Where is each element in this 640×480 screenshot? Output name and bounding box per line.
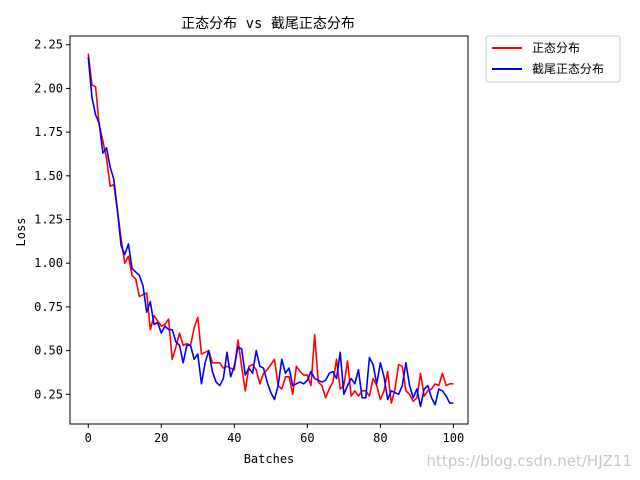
- watermark-text: https://blog.csdn.net/HJZ11: [426, 452, 632, 470]
- y-tick-label: 2.25: [34, 38, 63, 52]
- x-tick-label: 60: [300, 431, 314, 445]
- y-tick-label: 1.00: [34, 256, 63, 270]
- x-axis-label: Batches: [244, 452, 295, 466]
- y-axis: 0.25 0.50 0.75 1.00 1.25 1.50 1.75 2.00 2.25: [34, 38, 70, 401]
- x-tick-label: 80: [373, 431, 387, 445]
- chart-title: 正态分布 vs 截尾正态分布: [181, 16, 355, 32]
- y-tick-label: 2.00: [34, 81, 63, 95]
- y-tick-label: 0.25: [34, 387, 63, 401]
- y-axis-label: Loss: [14, 218, 28, 247]
- x-tick-label: 0: [85, 431, 92, 445]
- plot-area: [69, 35, 469, 425]
- x-axis: 0 20 40 60 80 100: [85, 424, 465, 445]
- x-tick-label: 40: [227, 431, 241, 445]
- y-tick-label: 1.75: [34, 125, 63, 139]
- series-line-truncated: [87, 56, 454, 408]
- legend: 正态分布 截尾正态分布: [485, 35, 621, 83]
- legend-label-truncated: 截尾正态分布: [532, 62, 604, 76]
- legend-label-normal: 正态分布: [532, 41, 580, 55]
- y-tick-label: 1.25: [34, 213, 63, 227]
- y-tick-label: 1.50: [34, 169, 63, 183]
- series-layer: [87, 53, 454, 408]
- y-tick-label: 0.50: [34, 344, 63, 358]
- x-tick-label: 20: [154, 431, 168, 445]
- x-tick-label: 100: [443, 431, 465, 445]
- series-line-normal: [87, 53, 454, 404]
- y-tick-label: 0.75: [34, 300, 63, 314]
